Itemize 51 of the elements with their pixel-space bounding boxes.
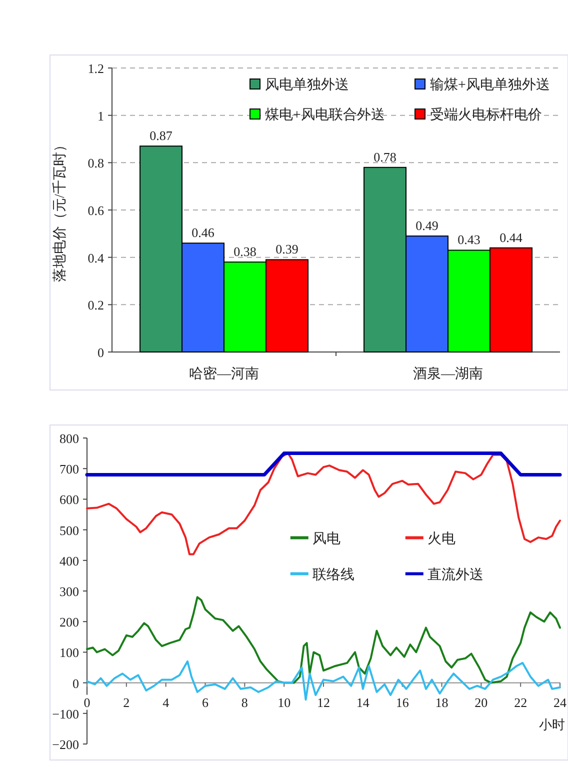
xtick: 4: [162, 694, 170, 710]
data-label: 0.39: [276, 242, 298, 257]
ytick: 500: [60, 522, 79, 538]
ytick: 0.4: [88, 250, 104, 266]
data-label: 0.46: [192, 225, 215, 240]
ytick: 0: [98, 345, 104, 360]
ytick: −100: [52, 706, 79, 722]
ytick: 1: [98, 108, 104, 124]
ytick: 100: [60, 645, 79, 660]
legend-label: 输煤+风电单独外送: [430, 77, 550, 93]
ytick: 0: [72, 676, 79, 691]
legend-label: 联络线: [312, 566, 354, 583]
ytick: 300: [60, 584, 79, 599]
legend-label: 火电: [427, 530, 456, 547]
xtick: 20: [474, 694, 488, 710]
data-label: 0.78: [374, 149, 396, 164]
legend-label: 风电单独外送: [265, 77, 349, 93]
xtick: 8: [241, 694, 248, 710]
legend-label: 煤电+风电联合外送: [265, 107, 385, 123]
xtick: 16: [396, 694, 409, 710]
xtick: 6: [202, 694, 208, 710]
data-label: 0.38: [234, 244, 256, 260]
xtick: 2: [123, 694, 130, 710]
data-label: 0.43: [458, 232, 480, 248]
x-tick-label: 哈密—河南: [189, 366, 259, 382]
ytick: 0.2: [88, 298, 104, 313]
legend-label: 风电: [312, 530, 340, 547]
ytick: 0.8: [88, 156, 104, 171]
xtick: 24: [554, 694, 566, 710]
xtick: 12: [317, 694, 330, 710]
x-axis-title: 小时: [539, 716, 565, 732]
legend-label: 受端火电标杆电价: [430, 107, 542, 123]
ytick: 700: [60, 462, 79, 477]
ytick: 200: [60, 614, 79, 630]
ytick: 0.6: [88, 203, 104, 218]
xtick: 14: [356, 694, 370, 710]
xtick: 0: [84, 694, 90, 710]
xtick: 18: [435, 694, 448, 710]
y-axis-title: 落地电价（元/千瓦时）: [52, 138, 68, 282]
xtick: 22: [514, 694, 528, 710]
legend-label: 直流外送: [427, 566, 484, 583]
ytick: 800: [60, 431, 79, 446]
ytick: 400: [60, 553, 79, 568]
ytick: 600: [60, 492, 79, 508]
ytick: 1.2: [88, 61, 104, 76]
ytick: −200: [52, 737, 79, 752]
data-label: 0.87: [150, 128, 173, 144]
xtick: 10: [278, 694, 291, 710]
x-tick-label: 酒泉—湖南: [413, 366, 483, 382]
data-label: 0.44: [500, 230, 523, 245]
data-label: 0.49: [416, 218, 438, 234]
